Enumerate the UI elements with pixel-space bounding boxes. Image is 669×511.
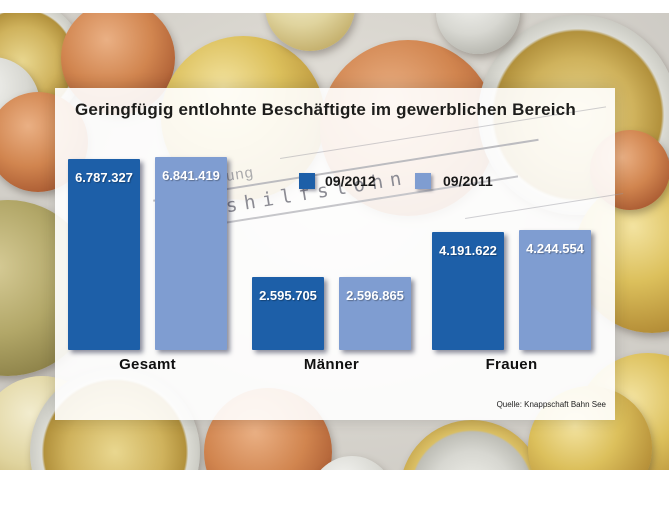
legend-swatch-2011 xyxy=(415,173,431,189)
bar-value-label: 4.191.622 xyxy=(439,243,497,258)
bar-09-2011-gesamt: 6.841.419 xyxy=(155,157,227,350)
bar-value-label: 2.596.865 xyxy=(346,288,404,303)
legend-label-2012: 09/2012 xyxy=(325,173,376,189)
source-credit: Quelle: Knappschaft Bahn See xyxy=(496,400,606,409)
legend-label-2011: 09/2011 xyxy=(443,173,493,189)
coin xyxy=(400,420,544,470)
bar-value-label: 4.244.554 xyxy=(526,241,584,256)
bar-09-2011-männer: 2.596.865 xyxy=(339,277,411,350)
bar-09-2012-frauen: 4.191.622 xyxy=(432,232,504,350)
plot-area: 6.787.327 6.841.419 2.595.705 2.596.865 4.19… xyxy=(55,88,615,350)
bar-09-2012-männer: 2.595.705 xyxy=(252,277,324,350)
category-label-frauen: Frauen xyxy=(485,356,538,373)
bar-value-label: 2.595.705 xyxy=(259,288,317,303)
legend-swatch-2012 xyxy=(299,173,315,189)
bar-09-2011-frauen: 4.244.554 xyxy=(519,230,591,350)
bar-09-2012-gesamt: 6.787.327 xyxy=(68,159,140,350)
chart-panel: Bezeichnung Aushilfslohn Geringfügig ent… xyxy=(55,88,624,420)
bar-value-label: 6.787.327 xyxy=(75,170,133,185)
bar-value-label: 6.841.419 xyxy=(162,168,220,183)
category-label-männer: Männer xyxy=(303,356,360,373)
chart-title: Geringfügig entlohnte Beschäftigte im ge… xyxy=(75,100,576,119)
category-label-gesamt: Gesamt xyxy=(119,356,176,373)
